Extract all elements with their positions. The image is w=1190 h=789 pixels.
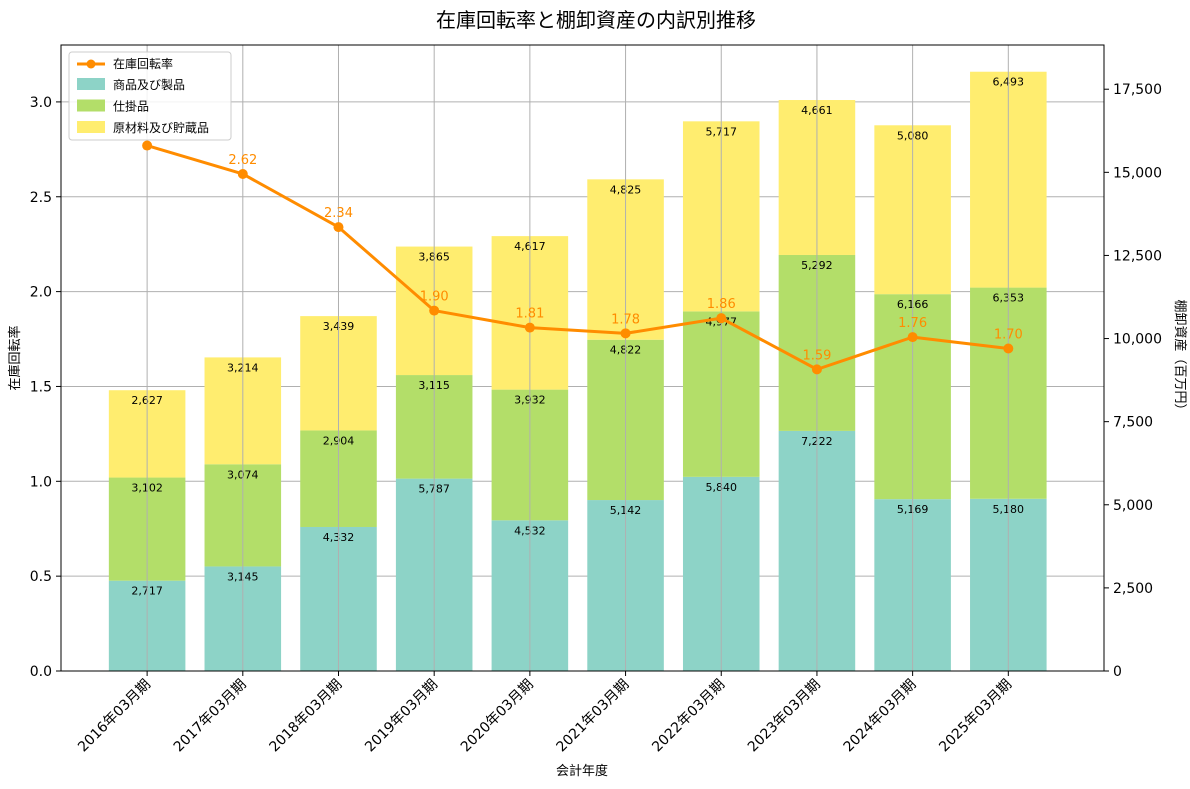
- x-tick-label: 2022年03月期: [649, 677, 728, 756]
- legend-label: 仕掛品: [113, 99, 149, 114]
- legend-box: [68, 51, 232, 141]
- turnover-value-label: 2.62: [228, 153, 257, 168]
- right-tick-label: 2,500: [1113, 581, 1153, 597]
- turnover-value-label: 1.70: [994, 328, 1023, 343]
- turnover-line-path: [146, 144, 1009, 371]
- x-tick-label: 2016年03月期: [75, 677, 154, 756]
- right-tick-label: 7,500: [1113, 415, 1153, 431]
- left-tick-label: 3.0: [30, 95, 52, 111]
- left-tick-label: 2.0: [30, 285, 52, 301]
- right-tick-label: 15,000: [1113, 165, 1162, 181]
- turnover-value-label: 1.90: [420, 290, 449, 305]
- turnover-point: [524, 322, 535, 333]
- turnover-point: [237, 168, 248, 179]
- x-tick-label: 2023年03月期: [745, 677, 824, 756]
- turnover-value-label: 1.76: [898, 316, 927, 331]
- turnover-point: [620, 328, 631, 339]
- left-tick-label: 1.0: [30, 474, 52, 490]
- right-tick-label: 10,000: [1113, 332, 1162, 348]
- chart-title: 在庫回転率と棚卸資産の内訳別推移: [436, 8, 756, 32]
- turnover-point: [907, 332, 918, 343]
- right-tick-label: 0: [1113, 664, 1122, 680]
- legend-swatch: [77, 78, 105, 90]
- turnover-line: 2.62 2.34 1.90 1.81 1.78 1.86 1.59 1.76 1.70: [142, 140, 1023, 375]
- turnover-point: [333, 222, 344, 233]
- turnover-value-label: 2.34: [324, 206, 353, 221]
- turnover-point: [811, 364, 822, 375]
- turnover-value-label: 1.86: [707, 297, 736, 312]
- turnover-value-label: 1.81: [515, 307, 544, 322]
- turnover-point: [142, 140, 153, 151]
- left-tick-label: 0.5: [30, 569, 52, 585]
- right-tick-label: 5,000: [1113, 498, 1153, 514]
- left-tick-label: 1.5: [30, 379, 52, 395]
- right-axis-label: 棚卸資産（百万円）: [1172, 299, 1188, 416]
- turnover-point: [716, 313, 727, 324]
- x-tick-label: 2021年03月期: [554, 677, 633, 756]
- left-tick-label: 0.0: [30, 664, 52, 680]
- x-axis-label: 会計年度: [556, 763, 608, 779]
- left-tick-label: 2.5: [30, 190, 52, 206]
- legend-label: 原材料及び貯蔵品: [113, 121, 209, 135]
- x-tick-label: 2017年03月期: [171, 677, 250, 756]
- x-tick-label: 2019年03月期: [362, 677, 441, 756]
- left-axis-label: 在庫回転率: [7, 325, 23, 390]
- right-tick-label: 17,500: [1113, 82, 1162, 98]
- legend-line-marker: [86, 59, 96, 69]
- legend-label: 在庫回転率: [113, 56, 173, 71]
- x-tick-label: 2020年03月期: [458, 677, 537, 756]
- legend-swatch: [77, 99, 105, 112]
- right-tick-label: 12,500: [1113, 248, 1162, 264]
- plot-frame: [60, 44, 1105, 672]
- turnover-value-label: 1.59: [802, 348, 831, 363]
- x-tick-label: 2025年03月期: [936, 677, 1015, 756]
- turnover-value-label: 1.78: [611, 312, 640, 327]
- bars: 2,7173,1454,3325,7874,5325,1425,8407,222…: [108, 45, 1047, 671]
- x-tick-label: 2024年03月期: [841, 677, 920, 756]
- x-tick-label: 2018年03月期: [267, 677, 346, 756]
- legend-swatch: [77, 121, 105, 133]
- turnover-point: [1003, 343, 1014, 354]
- turnover-point: [429, 305, 440, 316]
- legend-label: 商品及び製品: [113, 77, 185, 92]
